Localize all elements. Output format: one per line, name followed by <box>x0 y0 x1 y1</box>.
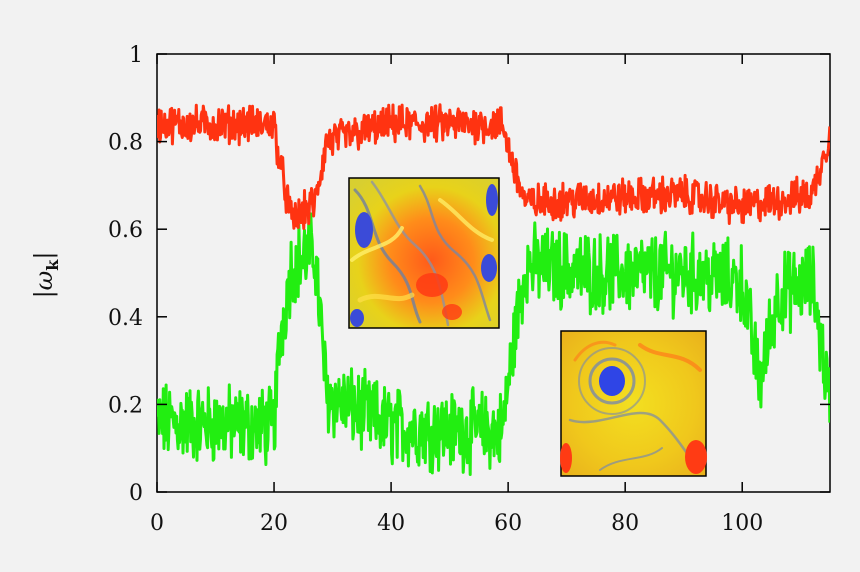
vortex-core-icon <box>599 366 625 396</box>
vortex-red-blob <box>685 440 707 474</box>
turbulent-blue-blob <box>481 254 497 282</box>
x-tick-label: 20 <box>260 511 288 536</box>
inset-turbulent-field <box>348 177 500 329</box>
series-line-red <box>157 103 830 230</box>
y-tick-label: 0.8 <box>108 131 143 156</box>
y-tick-label: 1 <box>129 43 143 68</box>
inset-vortex-field <box>560 330 707 477</box>
turbulent-blue-blob <box>350 309 364 327</box>
x-tick-label: 80 <box>611 511 639 536</box>
turbulent-streaks <box>350 180 494 327</box>
turbulent-blue-blob <box>486 184 498 216</box>
ticks-layer: 0 20 40 60 80 100 0 0.2 0.4 0.6 0.8 1 <box>108 43 830 536</box>
turbulent-red-core <box>416 273 448 297</box>
y-axis-label: |ωk| <box>30 252 62 299</box>
y-axis-label-bar-right: | <box>30 252 59 260</box>
series-layer <box>157 103 830 476</box>
turbulent-red-core <box>442 304 462 320</box>
series-line-green <box>157 212 830 476</box>
y-axis-label-subscript: k <box>43 259 62 271</box>
x-tick-label: 0 <box>150 511 164 536</box>
y-tick-label: 0 <box>129 481 143 506</box>
y-tick-label: 0.4 <box>108 306 143 331</box>
plot-frame <box>156 53 831 493</box>
y-tick-label: 0.6 <box>108 218 143 243</box>
turbulent-blue-blob <box>355 212 373 248</box>
y-tick-label: 0.2 <box>108 393 143 418</box>
x-tick-label: 60 <box>494 511 522 536</box>
x-tick-label: 40 <box>377 511 405 536</box>
vortex-red-blob <box>560 443 572 473</box>
x-tick-label: 100 <box>721 511 763 536</box>
y-axis-label-bar-left: | <box>30 290 59 298</box>
y-axis-label-omega: ω <box>30 271 58 291</box>
